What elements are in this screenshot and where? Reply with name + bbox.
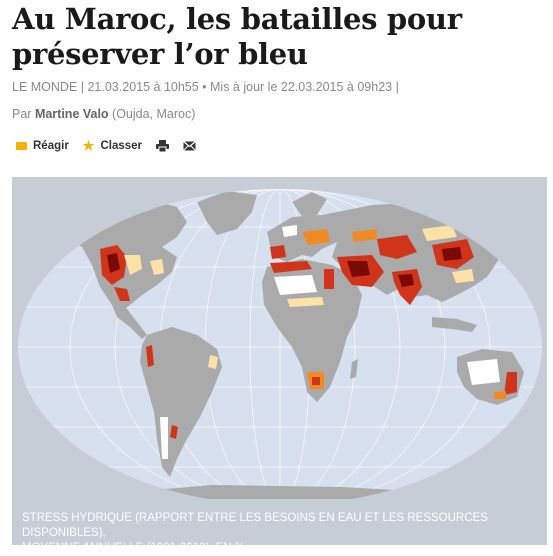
land-central-america (112, 305, 147, 339)
land-new-zealand (528, 405, 538, 423)
land-greenland (197, 191, 257, 235)
stress-china-extreme (442, 247, 462, 261)
stress-europe-white (282, 225, 297, 237)
caption-line-2: MOYENNE ANNUELLE (1981-2010), EN % (22, 542, 246, 554)
stress-south-africa-high (312, 377, 320, 385)
stress-canada-white (82, 211, 102, 232)
land-indonesia (432, 317, 477, 332)
stress-sahara-white (274, 275, 317, 295)
author-name[interactable]: Martine Valo (34, 107, 109, 121)
stress-na-plains (124, 255, 142, 275)
land-africa (262, 259, 362, 402)
stress-mongolia (422, 225, 457, 241)
stress-australia-white (467, 359, 500, 385)
stress-australia-se (494, 391, 506, 399)
stress-sa-argentina (170, 425, 178, 439)
stress-china-south (452, 269, 474, 283)
world-map (12, 189, 547, 545)
stress-sa-peru (146, 345, 154, 367)
stress-europe-east (302, 229, 330, 245)
stress-australia-east (504, 372, 517, 395)
caption-line-1: STRESS HYDRIQUE (RAPPORT ENTRE LES BESOI… (22, 512, 488, 539)
stress-sa-brazil-ne (208, 355, 218, 369)
mail-icon (183, 141, 196, 151)
classer-label: Classer (100, 140, 143, 152)
stress-europe-spain (270, 245, 286, 259)
mail-button[interactable] (183, 141, 196, 151)
stress-central-asia (377, 235, 417, 259)
print-button[interactable] (156, 140, 170, 153)
stress-na-east (150, 259, 164, 275)
author-location: (Oujda, Maroc) (108, 107, 196, 121)
stress-sahel (287, 297, 324, 307)
author-prefix: Par (12, 107, 35, 121)
classer-button[interactable]: ★ Classer (82, 138, 143, 153)
stress-egypt (324, 269, 334, 289)
stress-na-west-extreme (107, 253, 120, 273)
stress-middle-east-extreme (347, 261, 370, 277)
stress-sa-chile (160, 417, 168, 459)
land-scandinavia (292, 192, 327, 219)
article-headline: Au Maroc, les batailles pour préserver l… (12, 2, 462, 71)
comment-icon (16, 142, 27, 150)
land-madagascar (350, 359, 358, 379)
print-icon (156, 140, 170, 153)
article-toolbar: Réagir ★ Classer (16, 138, 210, 153)
stress-maghreb (270, 261, 312, 273)
article-meta: LE MONDE | 21.03.2015 à 10h55 • Mis à jo… (12, 80, 399, 94)
caption-band (12, 499, 547, 545)
land-south-america (140, 327, 222, 477)
stress-india-extreme (398, 274, 414, 287)
stress-central-asia-orange (352, 229, 377, 242)
reagir-button[interactable]: Réagir (16, 140, 69, 152)
figure-caption: STRESS HYDRIQUE (RAPPORT ENTRE LES BESOI… (22, 511, 532, 556)
water-stress-map-figure: STRESS HYDRIQUE (RAPPORT ENTRE LES BESOI… (12, 177, 547, 554)
star-icon: ★ (82, 138, 95, 153)
stress-na-mexico (114, 287, 130, 301)
author-byline: Par Martine Valo (Oujda, Maroc) (12, 107, 195, 121)
reagir-label: Réagir (33, 140, 69, 152)
